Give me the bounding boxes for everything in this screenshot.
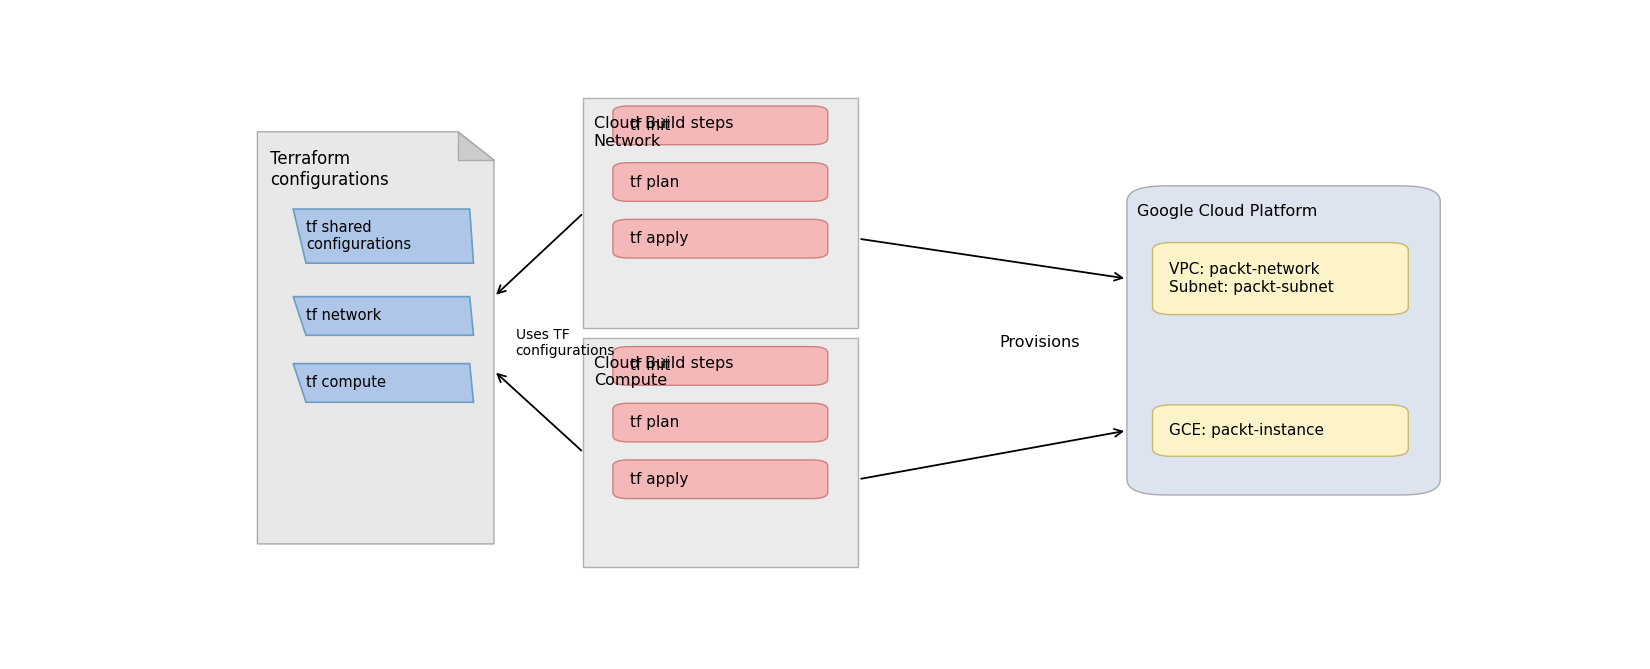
Text: tf apply: tf apply <box>630 472 688 487</box>
Bar <box>584 338 858 567</box>
FancyBboxPatch shape <box>612 106 828 145</box>
Text: VPC: packt-network
Subnet: packt-subnet: VPC: packt-network Subnet: packt-subnet <box>1170 262 1333 295</box>
Text: tf shared
configurations: tf shared configurations <box>305 220 411 252</box>
Text: Uses TF
configurations: Uses TF configurations <box>516 328 615 358</box>
Polygon shape <box>294 209 474 263</box>
Text: tf plan: tf plan <box>630 175 678 189</box>
FancyBboxPatch shape <box>612 460 828 498</box>
FancyBboxPatch shape <box>1152 405 1407 456</box>
Polygon shape <box>294 296 474 335</box>
FancyBboxPatch shape <box>612 347 828 385</box>
Text: Terraform
configurations: Terraform configurations <box>271 150 389 189</box>
FancyBboxPatch shape <box>1152 243 1407 314</box>
Polygon shape <box>459 132 493 160</box>
Bar <box>584 98 858 328</box>
Text: Google Cloud Platform: Google Cloud Platform <box>1137 204 1318 219</box>
FancyBboxPatch shape <box>612 219 828 258</box>
Text: tf init: tf init <box>630 118 670 133</box>
Text: Provisions: Provisions <box>1000 335 1079 351</box>
Text: tf apply: tf apply <box>630 231 688 246</box>
Text: tf compute: tf compute <box>305 375 386 391</box>
Polygon shape <box>257 132 493 544</box>
Text: GCE: packt-instance: GCE: packt-instance <box>1170 423 1325 438</box>
Text: tf plan: tf plan <box>630 415 678 430</box>
Text: tf init: tf init <box>630 359 670 373</box>
FancyBboxPatch shape <box>612 403 828 442</box>
FancyBboxPatch shape <box>612 163 828 201</box>
Text: Cloud Build steps
Compute: Cloud Build steps Compute <box>594 356 733 388</box>
Text: tf network: tf network <box>305 308 381 323</box>
FancyBboxPatch shape <box>1127 186 1440 495</box>
Text: Cloud Build steps
Network: Cloud Build steps Network <box>594 116 733 149</box>
Polygon shape <box>294 364 474 402</box>
